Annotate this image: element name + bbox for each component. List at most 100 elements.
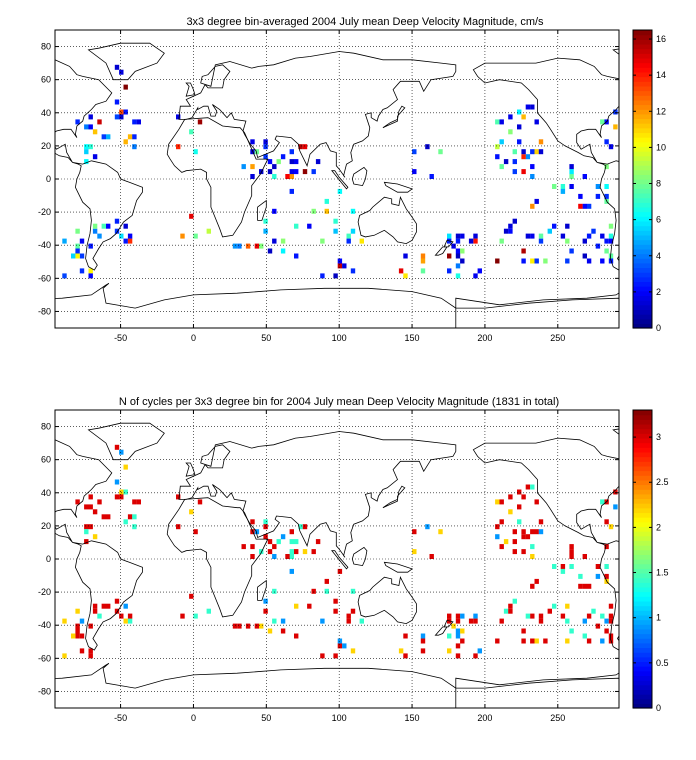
data-cell [460, 638, 465, 644]
data-cell [311, 169, 316, 175]
x-tick-label: 250 [550, 333, 565, 343]
data-cell [512, 159, 517, 165]
data-cell [276, 159, 281, 165]
data-cell [193, 529, 198, 535]
data-cell [521, 529, 526, 535]
data-cell [189, 593, 194, 599]
colorbar-swatch [633, 318, 652, 324]
data-cell [578, 573, 583, 579]
data-cell [608, 603, 614, 609]
colorbar-swatch [633, 151, 652, 157]
data-cell [263, 608, 268, 614]
x-tick-label: 0 [191, 713, 196, 723]
data-cell [189, 509, 194, 515]
data-cell [114, 494, 120, 500]
data-cell [114, 64, 120, 70]
coastline [185, 82, 196, 97]
data-cell [455, 618, 461, 624]
data-cell [608, 618, 614, 624]
colorbar-swatch [633, 638, 652, 644]
data-cell [119, 114, 124, 120]
data-cell [477, 648, 482, 654]
colorbar-swatch [633, 670, 652, 677]
colorbar-swatch [633, 531, 652, 537]
data-cell [455, 653, 461, 659]
data-cell [560, 188, 566, 194]
data-cell [455, 238, 461, 244]
colorbar-tick-label: 1.5 [656, 568, 669, 578]
data-cell [119, 489, 124, 495]
data-cell [254, 529, 260, 535]
data-cell [289, 539, 294, 545]
data-cell [569, 628, 574, 634]
coastline [692, 498, 696, 617]
colorbar-swatch [633, 48, 652, 54]
data-cell [600, 233, 605, 239]
data-cell [92, 603, 98, 609]
colorbar-swatch [633, 610, 652, 616]
data-cell [447, 648, 452, 654]
data-cell [294, 603, 299, 609]
colorbar-swatch [633, 694, 652, 700]
data-cell [324, 198, 329, 204]
data-cell [503, 159, 509, 165]
data-cell [254, 149, 260, 155]
data-cell [412, 149, 417, 155]
data-cell [508, 509, 513, 515]
data-cell [582, 583, 587, 589]
colorbar-swatch [633, 572, 652, 579]
colorbar-tick-label: 2.5 [656, 477, 669, 487]
data-cell [62, 238, 67, 244]
data-cell [79, 238, 85, 244]
data-cell [530, 174, 535, 179]
chart-title: N of cycles per 3x3 degree bin for 2004 … [119, 396, 559, 408]
data-cell [84, 124, 89, 130]
data-cell [538, 139, 544, 145]
colorbar-swatch [633, 43, 652, 50]
colorbar-swatch [633, 53, 652, 59]
data-cell [119, 69, 124, 75]
data-cell [280, 534, 286, 540]
data-cell [525, 613, 531, 619]
colorbar-tick-label: 12 [656, 106, 666, 116]
data-cell [495, 638, 500, 644]
data-cell [359, 238, 364, 244]
data-cell [350, 208, 356, 214]
coastline [472, 437, 619, 651]
data-cell [307, 603, 312, 609]
data-cell [429, 174, 434, 179]
data-cell [477, 268, 482, 274]
data-cell [136, 499, 141, 505]
colorbar-swatch [633, 689, 652, 695]
data-cell [495, 144, 500, 150]
data-cell [552, 184, 557, 189]
data-cell [595, 193, 601, 199]
colorbar-swatch [633, 698, 652, 704]
data-cell [315, 159, 321, 165]
x-tick-label: -50 [114, 713, 127, 723]
colorbar-swatch [633, 34, 652, 40]
data-cell [429, 554, 434, 559]
colorbar-swatch [633, 568, 652, 574]
x-tick-label: 150 [405, 713, 420, 723]
data-cell [521, 154, 526, 160]
coastline [178, 51, 457, 178]
data-cell [311, 588, 316, 594]
data-cell [499, 164, 504, 170]
data-cell [503, 228, 509, 234]
data-cell [346, 233, 351, 239]
colorbar-swatch [633, 206, 652, 213]
data-cell [62, 273, 67, 279]
data-cell [521, 494, 526, 500]
colorbar-tick-label: 0 [656, 323, 661, 333]
data-cell [92, 534, 98, 540]
data-cell [586, 203, 592, 209]
data-cell [503, 608, 509, 614]
colorbar-swatch [633, 540, 652, 546]
x-tick-label: -50 [114, 333, 127, 343]
colorbar-swatch [633, 118, 652, 124]
data-cell [560, 564, 566, 569]
data-cell [75, 228, 80, 234]
data-cell [499, 139, 504, 145]
y-tick-label: 60 [41, 455, 51, 465]
